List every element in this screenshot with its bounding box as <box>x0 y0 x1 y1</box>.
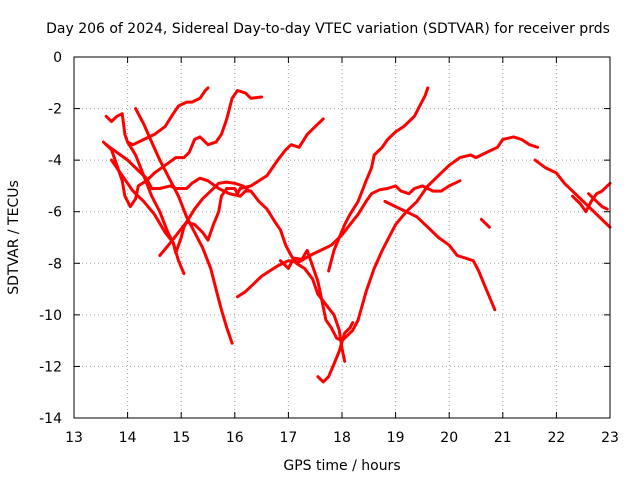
series-arc-3 <box>110 117 325 255</box>
series-arc-16 <box>587 192 609 211</box>
axis-ticks: 13 14 15 16 17 18 19 20 21 22 23 -14 -12 -10 -8 -6 -4 -2 0 <box>39 50 619 446</box>
x-tick-label: 21 <box>494 430 512 446</box>
x-tick-label: 16 <box>226 430 244 446</box>
data-series <box>102 86 612 384</box>
series-arc-14 <box>533 158 612 229</box>
series-arc-5 <box>126 140 186 276</box>
series-arc-1 <box>104 86 210 147</box>
series-arc-2 <box>102 89 264 209</box>
series-arc-12 <box>383 199 497 312</box>
y-tick-label: -12 <box>39 359 62 375</box>
series-arc-11 <box>316 321 355 384</box>
y-axis-label: SDTVAR / TECUs <box>6 180 22 295</box>
y-tick-label: -6 <box>48 205 62 221</box>
x-tick-label: 22 <box>547 430 565 446</box>
x-tick-label: 23 <box>601 430 619 446</box>
series-arc-9 <box>327 86 430 273</box>
x-tick-label: 20 <box>440 430 458 446</box>
x-tick-label: 18 <box>333 430 351 446</box>
series-arc-10 <box>278 135 540 343</box>
chart-title: Day 206 of 2024, Sidereal Day-to-day VTE… <box>46 21 610 37</box>
series-arc-4 <box>104 143 347 363</box>
grid-lines <box>74 57 610 418</box>
y-tick-label: 0 <box>53 50 62 66</box>
x-tick-label: 17 <box>279 430 297 446</box>
y-tick-label: -10 <box>39 308 62 324</box>
series-arc-8 <box>236 179 462 299</box>
series-arc-7 <box>158 180 250 257</box>
series-arc-13 <box>479 217 491 229</box>
x-tick-label: 15 <box>172 430 190 446</box>
x-tick-label: 14 <box>119 430 137 446</box>
series-arc-15 <box>571 181 612 214</box>
y-tick-label: -14 <box>39 411 62 427</box>
x-tick-label: 13 <box>65 430 83 446</box>
series-arc-6 <box>134 107 234 345</box>
y-tick-label: -4 <box>48 153 62 169</box>
y-tick-label: -2 <box>48 102 62 118</box>
x-axis-label: GPS time / hours <box>283 458 400 474</box>
x-tick-label: 19 <box>387 430 405 446</box>
y-tick-label: -8 <box>48 256 62 272</box>
